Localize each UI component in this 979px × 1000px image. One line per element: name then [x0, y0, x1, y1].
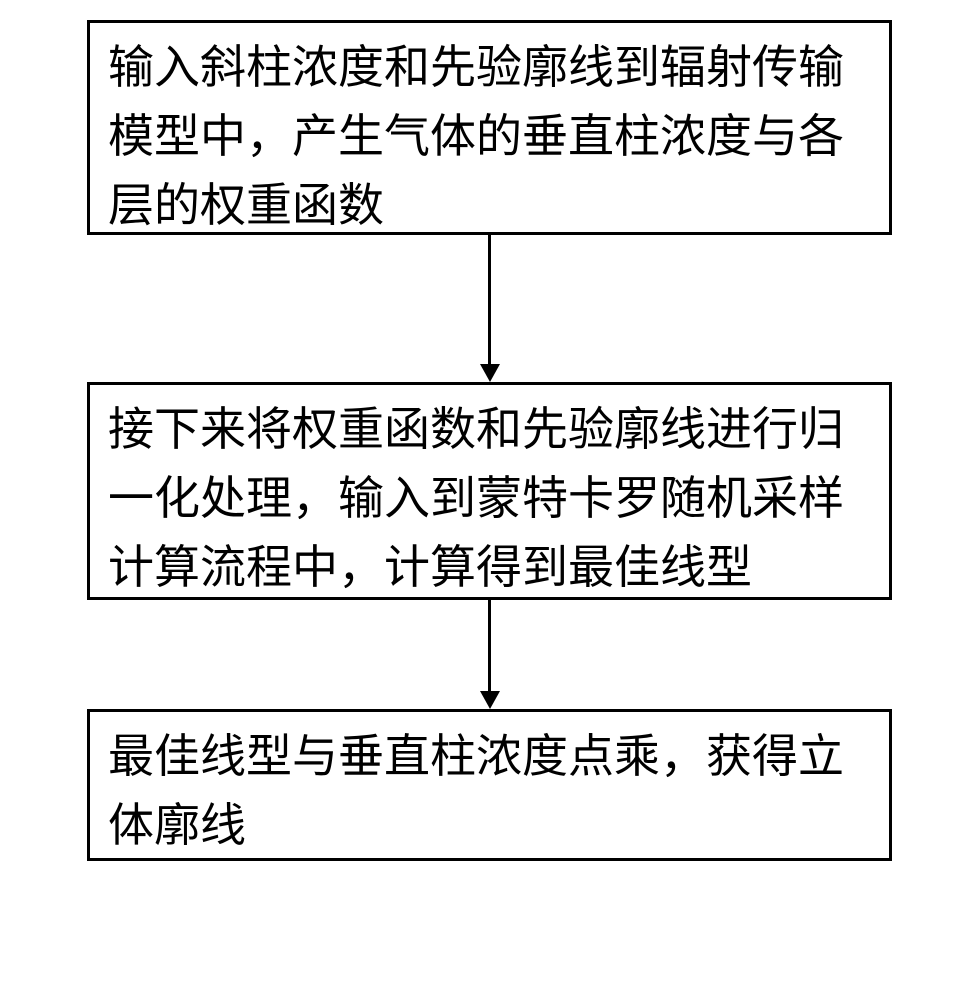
arrow-2-line [488, 600, 491, 692]
flow-node-2: 接下来将权重函数和先验廓线进行归一化处理，输入到蒙特卡罗随机采样计算流程中，计算… [87, 382, 892, 600]
flow-node-1-text: 输入斜柱浓度和先验廓线到辐射传输模型中，产生气体的垂直柱浓度与各层的权重函数 [108, 42, 844, 231]
flowchart-container: 输入斜柱浓度和先验廓线到辐射传输模型中，产生气体的垂直柱浓度与各层的权重函数 接… [85, 20, 894, 861]
arrow-1-head [480, 364, 500, 382]
flow-node-1: 输入斜柱浓度和先验廓线到辐射传输模型中，产生气体的垂直柱浓度与各层的权重函数 [87, 20, 892, 235]
flow-node-3: 最佳线型与垂直柱浓度点乘，获得立体廓线 [87, 709, 892, 861]
arrow-1-line [488, 235, 491, 365]
arrow-1 [480, 235, 500, 382]
flow-node-3-text: 最佳线型与垂直柱浓度点乘，获得立体廓线 [108, 731, 844, 851]
flow-node-2-text: 接下来将权重函数和先验廓线进行归一化处理，输入到蒙特卡罗随机采样计算流程中，计算… [108, 404, 844, 593]
arrow-2-head [480, 691, 500, 709]
arrow-2 [480, 600, 500, 709]
